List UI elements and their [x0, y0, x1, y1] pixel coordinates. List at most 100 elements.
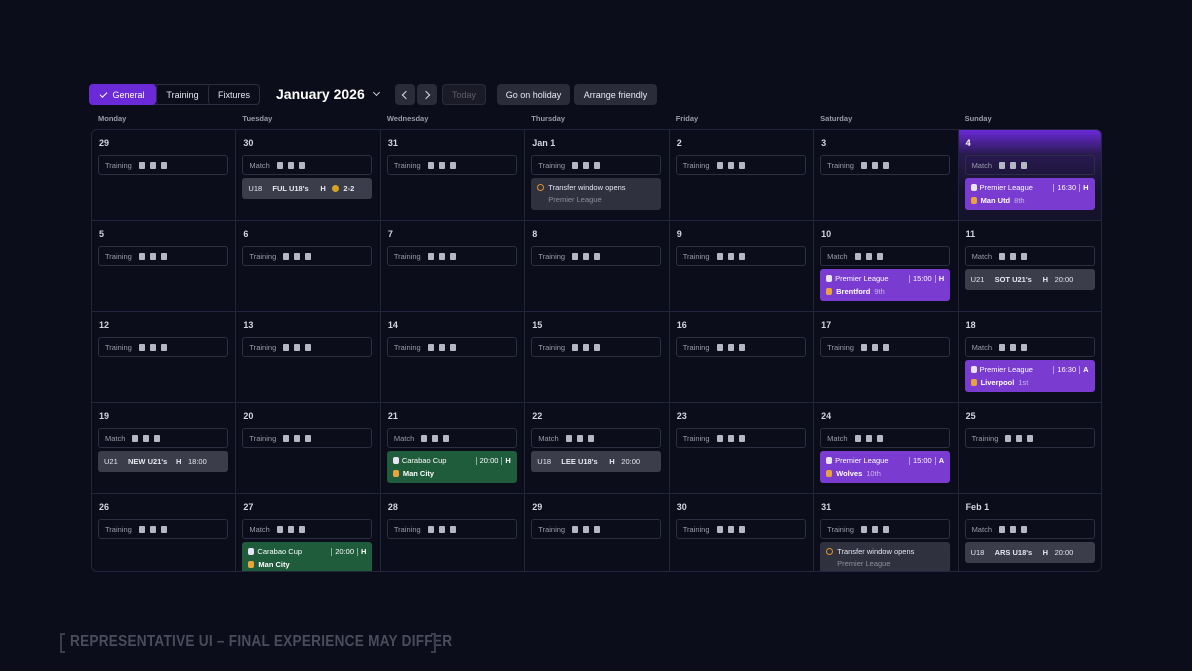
- match-card[interactable]: Premier League 16:30 H Man Utd 8th: [964, 178, 1095, 210]
- prev-button[interactable]: [395, 84, 415, 105]
- activity-icon: [298, 161, 305, 169]
- day-cell[interactable]: 29 Training: [525, 494, 670, 571]
- activity-box[interactable]: Training: [675, 428, 806, 448]
- tab[interactable]: Fixtures: [208, 84, 259, 105]
- day-cell[interactable]: 16 Training: [669, 312, 815, 403]
- match-card[interactable]: Premier League 15:00 A Wolves 10th: [820, 451, 951, 483]
- match-card[interactable]: Premier League 15:00 H Brentford 9th: [820, 269, 951, 301]
- activity-icon: [583, 252, 590, 260]
- day-cell[interactable]: 8 Training: [525, 221, 670, 312]
- activity-box[interactable]: Training: [386, 519, 517, 539]
- day-cell[interactable]: 2 Training: [669, 130, 815, 221]
- next-button[interactable]: [417, 84, 437, 105]
- activity-box[interactable]: Match: [964, 155, 1095, 175]
- friendly-button[interactable]: Arrange friendly: [574, 84, 657, 105]
- activity-box[interactable]: Training: [820, 155, 951, 175]
- fixture-card[interactable]: U18 FUL U18's H 2-2: [242, 178, 373, 199]
- day-cell[interactable]: 11 Match U21 SOT U21's H 20:00: [958, 221, 1101, 312]
- activity-box[interactable]: Match: [242, 155, 373, 175]
- activity-box[interactable]: Training: [242, 337, 373, 357]
- activity-box[interactable]: Training: [531, 337, 662, 357]
- activity-box[interactable]: Match: [964, 337, 1095, 357]
- tab[interactable]: Training: [156, 84, 208, 105]
- day-cell[interactable]: 24 Match Premier League 15:00 A Wolves 10th: [814, 403, 959, 494]
- day-cell[interactable]: 13 Training: [236, 312, 381, 403]
- day-cell[interactable]: 15 Training: [525, 312, 670, 403]
- activity-label: Training: [249, 251, 277, 261]
- competition: Carabao Cup: [401, 456, 447, 465]
- activity-box[interactable]: Training: [98, 519, 228, 539]
- day-cell[interactable]: 21 Match Carabao Cup 20:00 H Man City: [380, 403, 526, 494]
- separator: [934, 456, 936, 465]
- today-button[interactable]: Today: [442, 84, 486, 105]
- day-cell[interactable]: 18 Match Premier League 16:30 A Liverpool 1st: [958, 312, 1101, 403]
- day-cell[interactable]: 22 Match U18 LEE U18's H 20:00: [525, 403, 670, 494]
- activity-box[interactable]: Match: [98, 428, 228, 448]
- activity-box[interactable]: Training: [98, 337, 228, 357]
- day-cell[interactable]: 20 Training: [236, 403, 381, 494]
- notice-card[interactable]: Transfer window opens Premier League: [531, 178, 662, 210]
- activity-box[interactable]: Match: [820, 428, 951, 448]
- day-cell[interactable]: 4 Match Premier League 16:30 H Man Utd 8th: [958, 130, 1101, 221]
- day-cell[interactable]: 31 Training Transfer window opens Premier L…: [814, 494, 959, 571]
- day-cell[interactable]: 31 Training: [380, 130, 526, 221]
- activity-box[interactable]: Match: [964, 246, 1095, 266]
- notice-card[interactable]: Transfer window opens Premier League: [820, 542, 951, 571]
- day-cell[interactable]: 6 Training: [236, 221, 381, 312]
- day-cell[interactable]: 23 Training: [669, 403, 815, 494]
- activity-box[interactable]: Training: [98, 246, 228, 266]
- holiday-button[interactable]: Go on holiday: [497, 84, 570, 105]
- activity-box[interactable]: Training: [675, 337, 806, 357]
- day-cell[interactable]: 27 Match Carabao Cup 20:00 H Man City: [236, 494, 381, 571]
- day-cell[interactable]: 19 Match U21 NEW U21's H 18:00: [92, 403, 237, 494]
- activity-box[interactable]: Training: [386, 155, 517, 175]
- fixture-card[interactable]: U21 SOT U21's H 20:00: [964, 269, 1095, 290]
- day-cell[interactable]: 26 Training: [92, 494, 237, 571]
- activity-box[interactable]: Training: [531, 246, 662, 266]
- month-chevron[interactable]: [372, 88, 381, 97]
- day-cell[interactable]: 30 Training: [670, 494, 815, 571]
- activity-label: Match: [393, 433, 415, 443]
- day-cell[interactable]: 9 Training: [669, 221, 815, 312]
- kickoff: 20:00: [335, 547, 354, 556]
- match-card[interactable]: Carabao Cup 20:00 H Man City: [242, 542, 373, 571]
- activity-box[interactable]: Match: [242, 519, 373, 539]
- activity-box[interactable]: Training: [242, 428, 373, 448]
- activity-box[interactable]: Training: [675, 155, 806, 175]
- activity-box[interactable]: Match: [386, 428, 517, 448]
- activity-box[interactable]: Training: [964, 428, 1095, 448]
- month-title[interactable]: January 2026: [276, 86, 365, 102]
- day-cell[interactable]: 10 Match Premier League 15:00 H Brentford 9th: [814, 221, 959, 312]
- fixture-card[interactable]: U18 LEE U18's H 20:00: [531, 451, 662, 472]
- activity-box[interactable]: Training: [386, 337, 517, 357]
- fixture-card[interactable]: U18 ARS U18's H 20:00: [964, 542, 1095, 563]
- day-cell[interactable]: 29 Training: [92, 130, 237, 221]
- day-cell[interactable]: 12 Training: [92, 312, 237, 403]
- day-cell[interactable]: 30 Match U18 FUL U18's H 2-2: [236, 130, 381, 221]
- activity-box[interactable]: Training: [820, 337, 951, 357]
- activity-box[interactable]: Training: [675, 246, 806, 266]
- activity-box[interactable]: Training: [675, 519, 806, 539]
- match-card[interactable]: Carabao Cup 20:00 H Man City: [386, 451, 517, 483]
- day-cell[interactable]: 3 Training: [814, 130, 959, 221]
- activity-box[interactable]: Match: [964, 519, 1095, 539]
- activity-box[interactable]: Training: [98, 155, 228, 175]
- day-cell[interactable]: 5 Training: [92, 221, 237, 312]
- activity-box[interactable]: Match: [531, 428, 662, 448]
- day-cell[interactable]: 14 Training: [380, 312, 526, 403]
- day-cell[interactable]: 25 Training: [958, 403, 1101, 494]
- day-cell[interactable]: 17 Training: [814, 312, 959, 403]
- fixture-card[interactable]: U21 NEW U21's H 18:00: [98, 451, 228, 472]
- activity-box[interactable]: Training: [820, 519, 951, 539]
- activity-box[interactable]: Match: [820, 246, 951, 266]
- activity-box[interactable]: Training: [531, 155, 662, 175]
- activity-box[interactable]: Training: [386, 246, 517, 266]
- day-cell[interactable]: Feb 1 Match U18 ARS U18's H 20:00: [959, 494, 1101, 571]
- tab[interactable]: General: [89, 84, 156, 105]
- day-cell[interactable]: 28 Training: [381, 494, 526, 571]
- activity-box[interactable]: Training: [531, 519, 662, 539]
- match-card[interactable]: Premier League 16:30 A Liverpool 1st: [964, 360, 1095, 392]
- day-cell[interactable]: 7 Training: [380, 221, 526, 312]
- day-cell[interactable]: Jan 1 Training Transfer window opens Premie…: [525, 130, 670, 221]
- activity-box[interactable]: Training: [242, 246, 373, 266]
